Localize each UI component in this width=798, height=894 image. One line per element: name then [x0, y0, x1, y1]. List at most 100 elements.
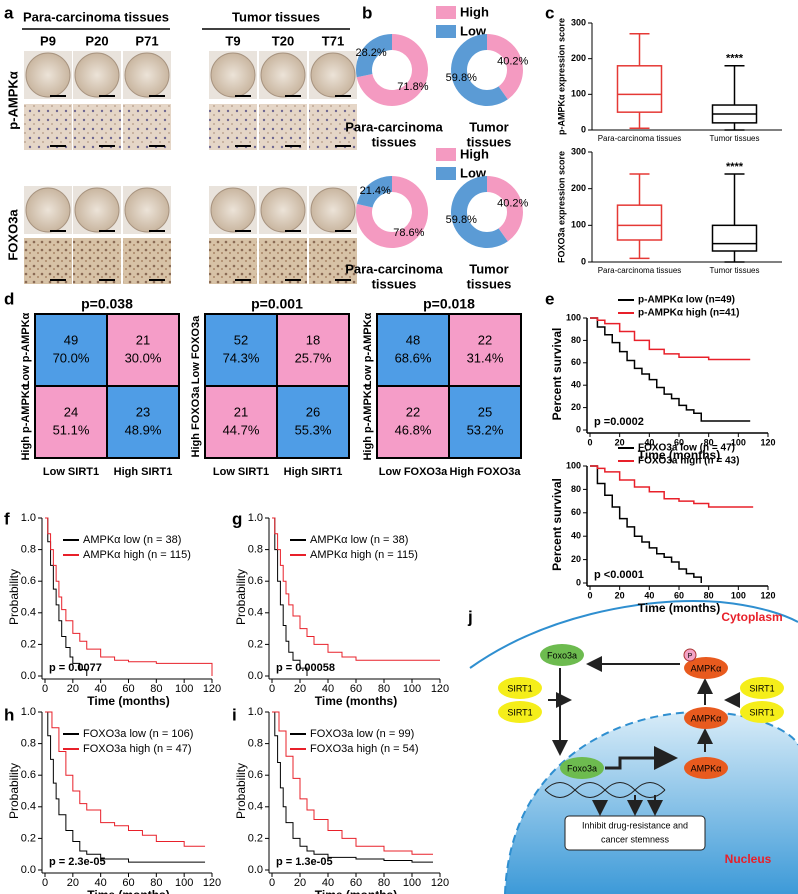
slice-label: 71.8% — [397, 81, 428, 93]
legend-swatch — [436, 6, 456, 19]
y-tick-label: 0.8 — [248, 544, 263, 556]
survival-curve — [272, 711, 433, 855]
panel-label: i — [232, 705, 237, 724]
tissue-image — [24, 104, 72, 150]
y-axis-title: Probability — [234, 763, 248, 819]
cell-percent: 25.7% — [295, 350, 332, 365]
legend-label: FOXO3a low (n = 106) — [83, 728, 193, 740]
x-tick-label: 0 — [42, 877, 48, 889]
x-tick-label: 0 — [42, 683, 48, 695]
table-title: p=0.001 — [251, 296, 303, 312]
sirt1-label: SIRT1 — [507, 683, 532, 693]
slice-label: 78.6% — [393, 227, 424, 239]
col-label: Low SIRT1 — [43, 466, 99, 478]
pie-title: Tumor — [469, 261, 508, 276]
y-tick-label: 300 — [571, 146, 586, 156]
y-tick-label: 0.8 — [248, 738, 263, 750]
sirt1-label: SIRT1 — [749, 707, 774, 717]
y-axis-title: FOXO3a expression score — [556, 151, 566, 263]
row-label: High p-AMPKα — [362, 383, 374, 460]
survival-curve — [45, 711, 206, 863]
sirt1-node — [740, 677, 784, 699]
y-axis-title: Probability — [7, 763, 21, 819]
y-tick-label: 100 — [566, 312, 581, 322]
y-tick-label: 1.0 — [21, 512, 36, 524]
pie-slice — [487, 34, 523, 100]
cell-count: 18 — [306, 332, 320, 347]
table-cell — [106, 385, 180, 459]
survival-curve — [272, 711, 433, 863]
tissue-image — [73, 104, 121, 150]
ampk-label: AMPKα — [691, 713, 722, 723]
p-value: p <0.0001 — [594, 569, 644, 581]
x-tick-label: 100 — [403, 877, 421, 889]
legend-label: AMPKα low (n = 38) — [310, 534, 408, 546]
panel-label: d — [4, 289, 14, 308]
tissue-image — [123, 238, 171, 284]
table-cell — [204, 313, 278, 387]
nucleus-label: Nucleus — [725, 852, 772, 866]
cell-percent: 48.9% — [125, 422, 162, 437]
legend-label: p-AMPKα high (n=41) — [638, 308, 739, 319]
nucleus-area — [505, 712, 798, 894]
tissue-image — [259, 238, 307, 284]
legend-label: AMPKα high (n = 115) — [83, 549, 191, 561]
row-label: High FOXO3a — [190, 386, 202, 458]
x-tick-label: 100 — [175, 683, 193, 695]
sirt1-node — [740, 701, 784, 723]
p-value: p = 0.0077 — [49, 662, 102, 674]
x-tick-label: 80 — [150, 683, 162, 695]
legend-label: FOXO3a high (n = 47) — [83, 743, 192, 755]
legend-label: AMPKα low (n = 38) — [83, 534, 181, 546]
y-tick-label: 80 — [571, 484, 581, 494]
pathway-diagram: Cytoplasm Nucleus Inhibit drug-resistanc… — [469, 600, 798, 894]
x-tick-label: 40 — [644, 437, 654, 447]
y-tick-label: 0.4 — [21, 607, 36, 619]
foxo3a-node — [560, 757, 604, 779]
y-tick-label: 80 — [571, 335, 581, 345]
pie-slice — [356, 34, 428, 106]
legend-swatch — [436, 25, 456, 38]
x-tick-label: 40 — [322, 683, 334, 695]
slice-label: 59.8% — [446, 72, 477, 84]
cell-count: 26 — [306, 404, 320, 419]
survival-curve — [45, 517, 213, 676]
p-value: p =0.0002 — [594, 416, 644, 428]
col-label: Low SIRT1 — [213, 466, 269, 478]
y-tick-label: 200 — [571, 183, 586, 193]
x-tick-label: 120 — [203, 877, 221, 889]
x-tick-label: 0 — [269, 683, 275, 695]
pie-slice — [356, 176, 428, 249]
ampk-label: AMPKα — [691, 763, 722, 773]
legend-label: p-AMPKα low (n=49) — [638, 295, 735, 306]
x-tick-label: 120 — [760, 590, 775, 600]
y-tick-label: 20 — [571, 402, 581, 412]
legend-swatch — [436, 167, 456, 180]
y-tick-label: 0.2 — [248, 638, 263, 650]
y-tick-label: 0.2 — [248, 832, 263, 844]
table-title: p=0.038 — [81, 296, 133, 312]
pie-slice — [356, 176, 392, 208]
arrow — [605, 746, 678, 770]
sample-label: P20 — [85, 33, 108, 48]
box — [616, 65, 663, 113]
y-axis-title: p-AMPKα expression score — [556, 18, 566, 135]
outcome-text: Inhibit drug-resistance and — [582, 820, 688, 830]
outcome-text: cancer stemness — [601, 834, 670, 844]
survival-curve — [45, 517, 88, 676]
pie-title: tissues — [372, 276, 417, 291]
y-tick-label: 0.6 — [21, 575, 36, 587]
col-label: High SIRT1 — [284, 466, 343, 478]
cell-percent: 51.1% — [53, 422, 90, 437]
cell-count: 22 — [406, 404, 420, 419]
x-tick-label: 20 — [294, 683, 306, 695]
survival-curve — [45, 711, 206, 847]
x-tick-label: 60 — [674, 437, 684, 447]
cell-count: 22 — [478, 332, 492, 347]
x-tick-label: 20 — [615, 437, 625, 447]
legend-swatch — [436, 148, 456, 161]
survival-curve — [590, 317, 751, 422]
x-tick-label: 40 — [95, 877, 107, 889]
significance: **** — [726, 161, 744, 173]
panel-label: g — [232, 509, 242, 528]
